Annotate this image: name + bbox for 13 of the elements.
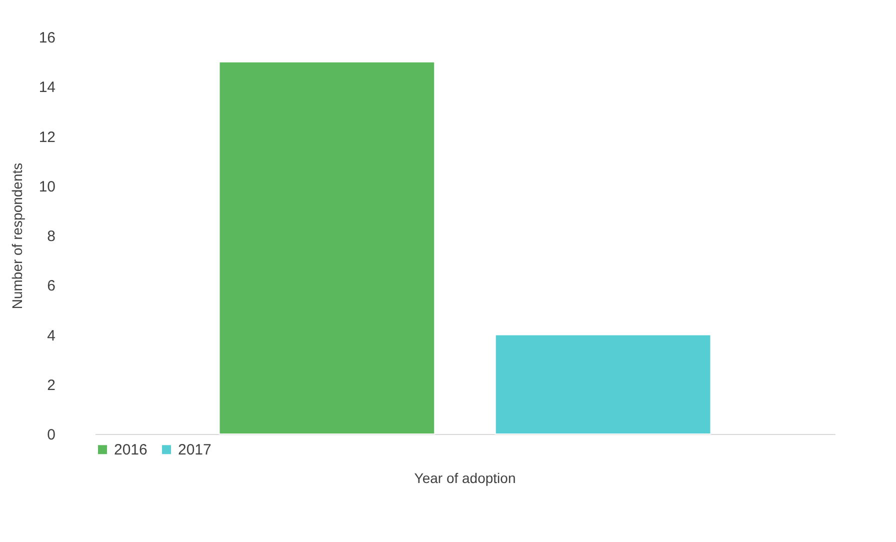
- y-tick-label: 10: [38, 178, 56, 196]
- y-tick-label: 12: [38, 128, 56, 146]
- legend-label: 2016: [114, 442, 148, 459]
- y-tick-label: 16: [38, 30, 56, 46]
- y-tick-label: 0: [47, 426, 56, 444]
- x-axis-title: Year of adoption: [414, 470, 516, 486]
- y-tick-label: 8: [47, 228, 56, 245]
- y-tick-label: 6: [47, 278, 56, 295]
- y-tick-label: 2: [47, 376, 56, 394]
- legend-label: 2017: [178, 442, 212, 459]
- y-axis-title: Number of respondents: [8, 162, 25, 310]
- y-tick-label: 14: [38, 79, 56, 96]
- y-tick-label: 4: [47, 327, 56, 344]
